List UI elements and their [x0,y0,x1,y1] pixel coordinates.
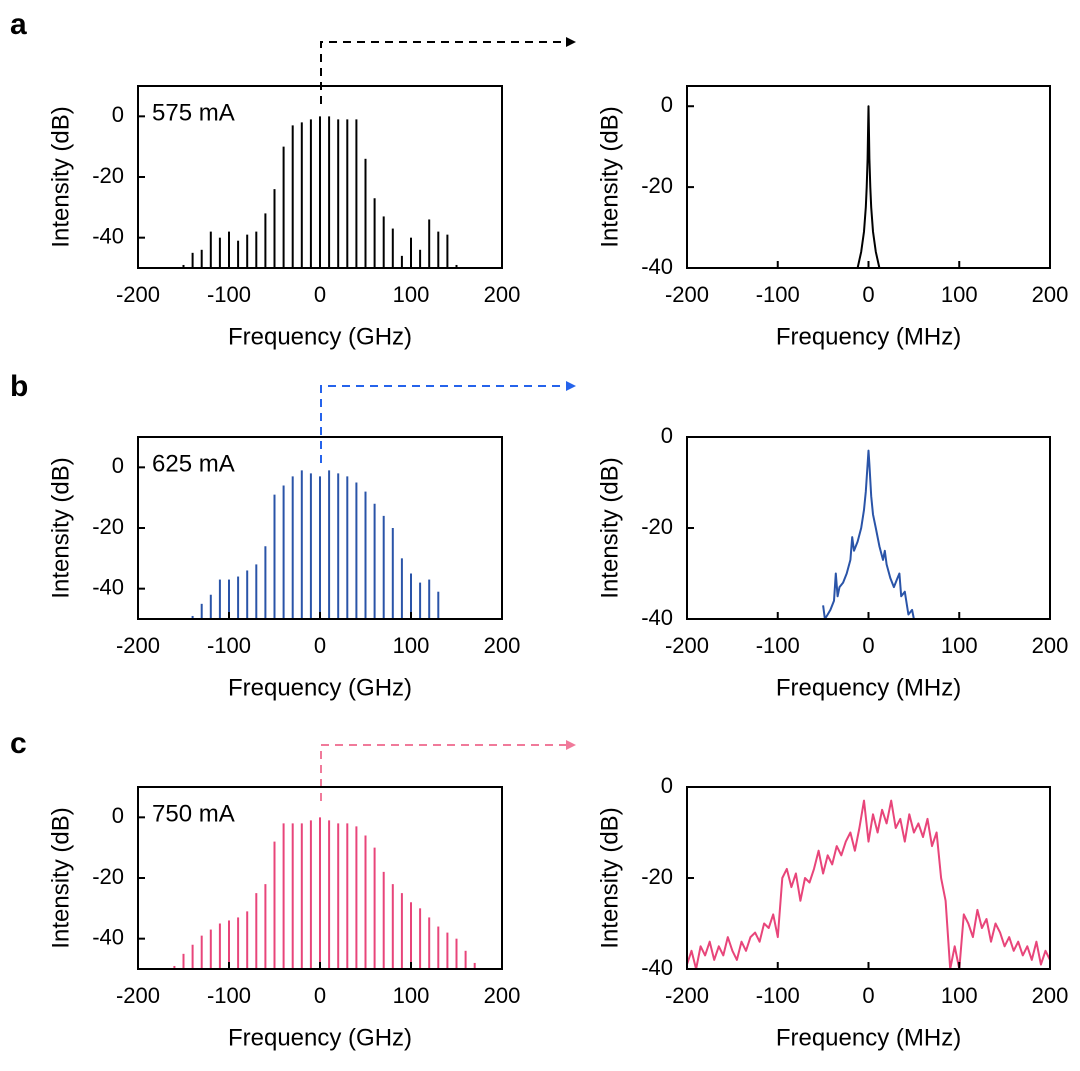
y-axis-label: Intensity (dB) [596,106,623,247]
panel-label: a [10,8,27,41]
y-tick-label: 0 [112,453,124,478]
x-tick-label: 200 [484,282,521,307]
current-label: 575 mA [152,99,235,126]
y-tick-label: 0 [661,423,673,448]
x-tick-label: 200 [1032,633,1069,658]
x-tick-label: 0 [862,282,874,307]
x-axis-label: Frequency (GHz) [228,674,412,701]
panel-label: b [10,370,28,403]
arrow [320,381,576,463]
x-tick-label: -200 [116,282,160,307]
y-tick-label: -20 [641,864,673,889]
current-label: 625 mA [152,450,235,477]
y-tick-label: -20 [92,864,124,889]
x-tick-label: -100 [756,282,800,307]
x-tick-label: 100 [393,282,430,307]
x-tick-label: 200 [484,633,521,658]
y-tick-label: -20 [92,163,124,188]
x-tick-label: 0 [862,983,874,1008]
x-axis-label: Frequency (MHz) [776,1024,961,1051]
spectrum-line [856,105,881,269]
arrow [320,37,576,104]
x-tick-label: 0 [314,633,326,658]
y-tick-label: 0 [112,102,124,127]
x-tick-label: 100 [393,633,430,658]
y-tick-label: -40 [641,254,673,279]
x-tick-label: -100 [207,983,251,1008]
x-tick-label: 100 [941,983,978,1008]
x-tick-label: 100 [941,633,978,658]
x-axis-label: Frequency (MHz) [776,323,961,350]
x-tick-label: -100 [207,282,251,307]
y-axis-label: Intensity (dB) [596,807,623,948]
y-axis-label: Intensity (dB) [47,106,74,247]
spectrum-line [686,799,1051,970]
y-tick-label: -20 [92,514,124,539]
y-tick-label: -20 [641,514,673,539]
spectrum-line [822,449,915,620]
x-tick-label: 0 [314,282,326,307]
y-axis-label: Intensity (dB) [47,807,74,948]
x-tick-label: -100 [756,983,800,1008]
y-tick-label: -40 [92,223,124,248]
x-tick-label: 100 [393,983,430,1008]
panel-label: c [10,727,27,760]
current-label: 750 mA [152,800,235,827]
y-axis-label: Intensity (dB) [47,457,74,598]
x-tick-label: 100 [941,282,978,307]
x-tick-label: 0 [314,983,326,1008]
y-tick-label: 0 [112,803,124,828]
y-tick-label: -40 [92,574,124,599]
y-tick-label: 0 [661,92,673,117]
x-tick-label: 200 [1032,983,1069,1008]
x-tick-label: -200 [665,983,709,1008]
arrow [320,740,576,801]
x-tick-label: -100 [756,633,800,658]
x-tick-label: -200 [665,633,709,658]
y-axis-label: Intensity (dB) [596,457,623,598]
x-axis-label: Frequency (GHz) [228,1024,412,1051]
y-tick-label: -40 [641,605,673,630]
x-tick-label: -200 [116,983,160,1008]
x-tick-label: 0 [862,633,874,658]
x-tick-label: -200 [665,282,709,307]
x-axis-label: Frequency (GHz) [228,323,412,350]
x-tick-label: -200 [116,633,160,658]
y-tick-label: -40 [92,924,124,949]
x-tick-label: 200 [1032,282,1069,307]
y-tick-label: -40 [641,955,673,980]
x-tick-label: 200 [484,983,521,1008]
x-axis-label: Frequency (MHz) [776,674,961,701]
y-tick-label: -20 [641,173,673,198]
y-tick-label: 0 [661,773,673,798]
x-tick-label: -100 [207,633,251,658]
